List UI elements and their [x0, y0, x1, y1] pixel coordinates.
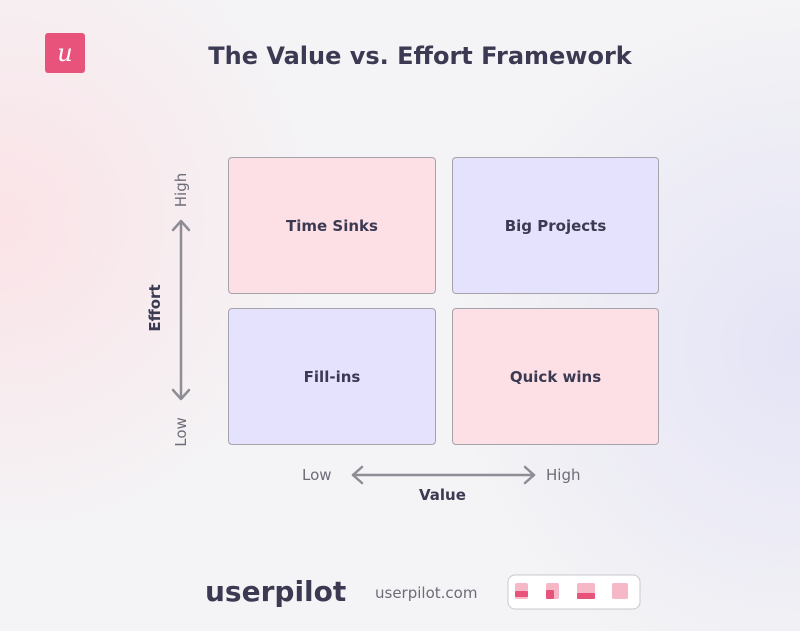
quadrant: Time Sinks — [228, 157, 436, 294]
quadrant: Fill-ins — [228, 308, 436, 445]
title: The Value vs. Effort Framework — [208, 42, 632, 70]
quadrant: Quick wins — [452, 308, 659, 445]
brand: userpilot — [205, 575, 347, 608]
quadrant: Big Projects — [452, 157, 659, 294]
x-low: Low — [302, 466, 332, 484]
x-label: Value — [419, 486, 466, 504]
logo: u — [45, 33, 85, 73]
url: userpilot.com — [375, 584, 478, 602]
x-high: High — [546, 466, 581, 484]
